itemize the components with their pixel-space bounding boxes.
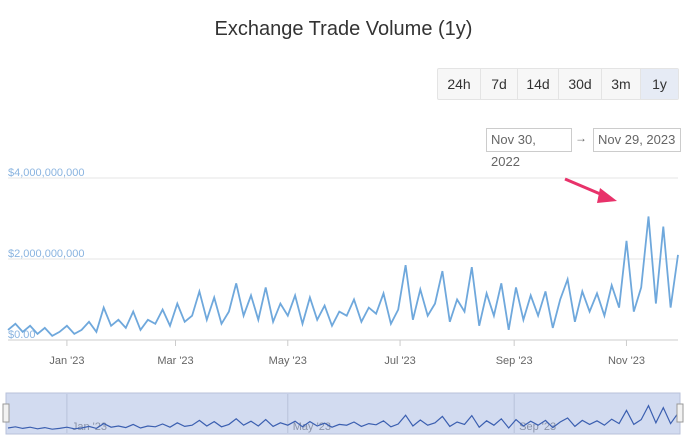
volume-series-line[interactable] (7, 216, 679, 338)
x-tick-label: May '23 (269, 355, 307, 367)
x-tick-label: Nov '23 (608, 355, 645, 367)
range-selector: 24h 7d 14d 30d 3m 1y (437, 68, 679, 100)
arrow-head (597, 188, 617, 203)
peak-arrow-annotation (564, 177, 617, 203)
range-button-3m[interactable]: 3m (602, 69, 641, 99)
arrow-shaft (564, 177, 606, 198)
x-tick-label: Sep '23 (496, 355, 533, 367)
x-axis: Jan '23 Mar '23 May '23 Jul '23 Sep '23 Nov '… (49, 340, 645, 367)
navigator-series-line (7, 404, 679, 430)
y-tick-label: $0.00 (8, 329, 36, 341)
range-button-24h[interactable]: 24h (438, 69, 481, 99)
navigator-background (5, 392, 681, 435)
range-button-30d[interactable]: 30d (559, 69, 602, 99)
y-axis: $0.00 $2,000,000,000 $4,000,000,000 (8, 167, 84, 341)
range-button-7d[interactable]: 7d (481, 69, 518, 99)
date-range-separator: → (575, 131, 587, 145)
x-tick-label: Jan '23 (49, 355, 84, 367)
date-to-input[interactable]: Nov 29, 2023 (593, 128, 681, 152)
x-tick-label: Jul '23 (384, 355, 415, 367)
x-tick-label: Mar '23 (157, 355, 193, 367)
navigator[interactable]: Jan '23 May '23 Sep '23 (2, 392, 684, 435)
navigator-handle-right[interactable] (676, 403, 684, 423)
navigator-handle-left[interactable] (2, 403, 10, 423)
y-tick-label: $4,000,000,000 (8, 167, 84, 179)
y-tick-label: $2,000,000,000 (8, 248, 84, 260)
grid-lines (8, 177, 678, 341)
range-button-14d[interactable]: 14d (518, 69, 559, 99)
chart-title: Exchange Trade Volume (1y) (214, 18, 473, 40)
navigator-tick-label: Sep '23 (519, 421, 556, 433)
range-button-1y[interactable]: 1y (641, 69, 678, 99)
date-from-input[interactable]: Nov 30, 2022 (486, 128, 572, 169)
